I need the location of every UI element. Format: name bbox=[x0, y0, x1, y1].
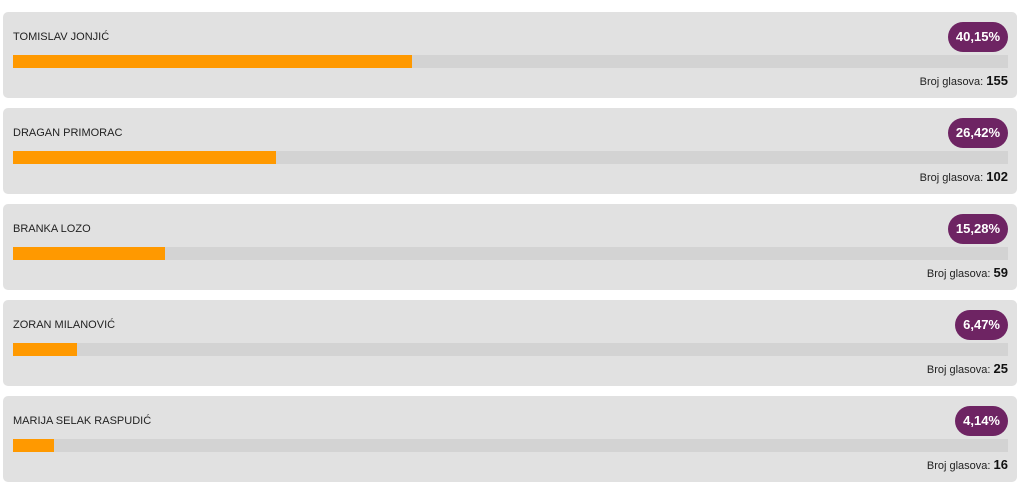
candidate-card: MARIJA SELAK RASPUDIĆ 4,14% Broj glasova… bbox=[3, 396, 1017, 482]
votes-value: 16 bbox=[993, 457, 1008, 472]
votes-value: 155 bbox=[986, 73, 1008, 88]
progress-track bbox=[13, 55, 1008, 68]
votes-label: Broj glasova: bbox=[919, 172, 984, 184]
percent-badge: 6,47% bbox=[955, 310, 1008, 340]
vote-count: Broj glasova: 25 bbox=[927, 361, 1008, 376]
progress-fill bbox=[13, 247, 166, 260]
candidate-card: TOMISLAV JONJIĆ 40,15% Broj glasova: 155 bbox=[3, 12, 1017, 98]
progress-track bbox=[13, 151, 1008, 164]
candidate-name: DRAGAN PRIMORAC bbox=[13, 127, 123, 139]
candidate-card: DRAGAN PRIMORAC 26,42% Broj glasova: 102 bbox=[3, 108, 1017, 194]
vote-count: Broj glasova: 102 bbox=[920, 169, 1008, 184]
percent-badge: 40,15% bbox=[947, 22, 1008, 52]
votes-label: Broj glasova: bbox=[926, 460, 991, 472]
progress-track bbox=[13, 439, 1008, 452]
candidate-name: ZORAN MILANOVIĆ bbox=[13, 319, 116, 331]
votes-label: Broj glasova: bbox=[926, 364, 991, 376]
vote-count: Broj glasova: 16 bbox=[927, 457, 1008, 472]
progress-fill bbox=[13, 151, 276, 164]
percent-badge: 15,28% bbox=[947, 214, 1008, 244]
vote-count: Broj glasova: 155 bbox=[920, 73, 1008, 88]
candidate-card: ZORAN MILANOVIĆ 6,47% Broj glasova: 25 bbox=[3, 300, 1017, 386]
votes-label: Broj glasova: bbox=[919, 76, 984, 88]
votes-value: 59 bbox=[993, 265, 1008, 280]
progress-fill bbox=[13, 55, 413, 68]
votes-value: 102 bbox=[986, 169, 1008, 184]
candidate-card: BRANKA LOZO 15,28% Broj glasova: 59 bbox=[3, 204, 1017, 290]
votes-value: 25 bbox=[993, 361, 1008, 376]
progress-track bbox=[13, 343, 1008, 356]
candidate-name: MARIJA SELAK RASPUDIĆ bbox=[13, 415, 152, 427]
percent-badge: 26,42% bbox=[947, 118, 1008, 148]
progress-track bbox=[13, 247, 1008, 260]
percent-badge: 4,14% bbox=[955, 406, 1008, 436]
candidate-name: TOMISLAV JONJIĆ bbox=[13, 31, 110, 43]
vote-count: Broj glasova: 59 bbox=[927, 265, 1008, 280]
candidate-name: BRANKA LOZO bbox=[13, 223, 91, 235]
progress-fill bbox=[13, 343, 78, 356]
votes-label: Broj glasova: bbox=[926, 268, 991, 280]
progress-fill bbox=[13, 439, 55, 452]
